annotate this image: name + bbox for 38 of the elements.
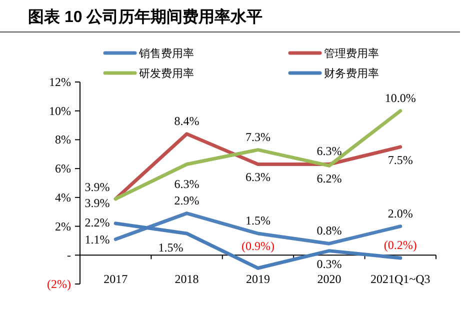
data-label: 7.5% — [388, 152, 413, 167]
data-label: 1.1% — [84, 232, 110, 246]
y-tick-label: 6% — [55, 162, 71, 176]
x-tick-label: 2021Q1~Q3 — [370, 272, 430, 286]
data-label: 2.0% — [388, 206, 413, 220]
x-tick-label: 2020 — [317, 272, 342, 286]
data-label: 3.9% — [84, 180, 110, 194]
x-tick-label: 2017 — [104, 272, 128, 286]
data-label: 8.4% — [174, 114, 200, 128]
data-label: 2.9% — [174, 193, 200, 208]
x-tick-label: 2019 — [246, 272, 270, 286]
data-label: 10.0% — [384, 90, 416, 105]
y-tick-label: - — [67, 248, 71, 262]
data-label: 1.5% — [246, 214, 270, 228]
data-label: (0.2%) — [384, 238, 417, 252]
data-label: 7.3% — [246, 130, 270, 144]
legend-label: 研发费用率 — [139, 67, 194, 80]
data-label: 6.3% — [174, 177, 200, 192]
y-tick-label: 8% — [55, 132, 71, 147]
y-tick-label: (2%) — [47, 277, 71, 291]
title: 图表 10 公司历年期间费用率水平 — [28, 9, 263, 26]
data-label: 3.9% — [84, 196, 110, 210]
legend-label: 管理费用率 — [324, 47, 379, 60]
y-tick-label: 10% — [49, 104, 71, 118]
data-label: 6.3% — [246, 170, 270, 184]
x-tick-label: 2018 — [174, 272, 199, 286]
y-tick-label: 2% — [55, 219, 71, 234]
y-tick-label: 4% — [55, 190, 71, 204]
data-label: 1.5% — [158, 240, 184, 254]
legend-label: 销售费用率 — [138, 47, 194, 60]
data-label: 6.3% — [316, 144, 342, 158]
data-label: 0.8% — [316, 224, 342, 238]
data-label: 0.3% — [316, 256, 342, 271]
data-label: (0.9%) — [242, 239, 274, 254]
y-tick-label: 12% — [49, 75, 71, 89]
legend-label: 财务费用率 — [324, 67, 379, 80]
data-label: 2.2% — [84, 215, 110, 230]
data-label: 6.2% — [316, 172, 342, 186]
